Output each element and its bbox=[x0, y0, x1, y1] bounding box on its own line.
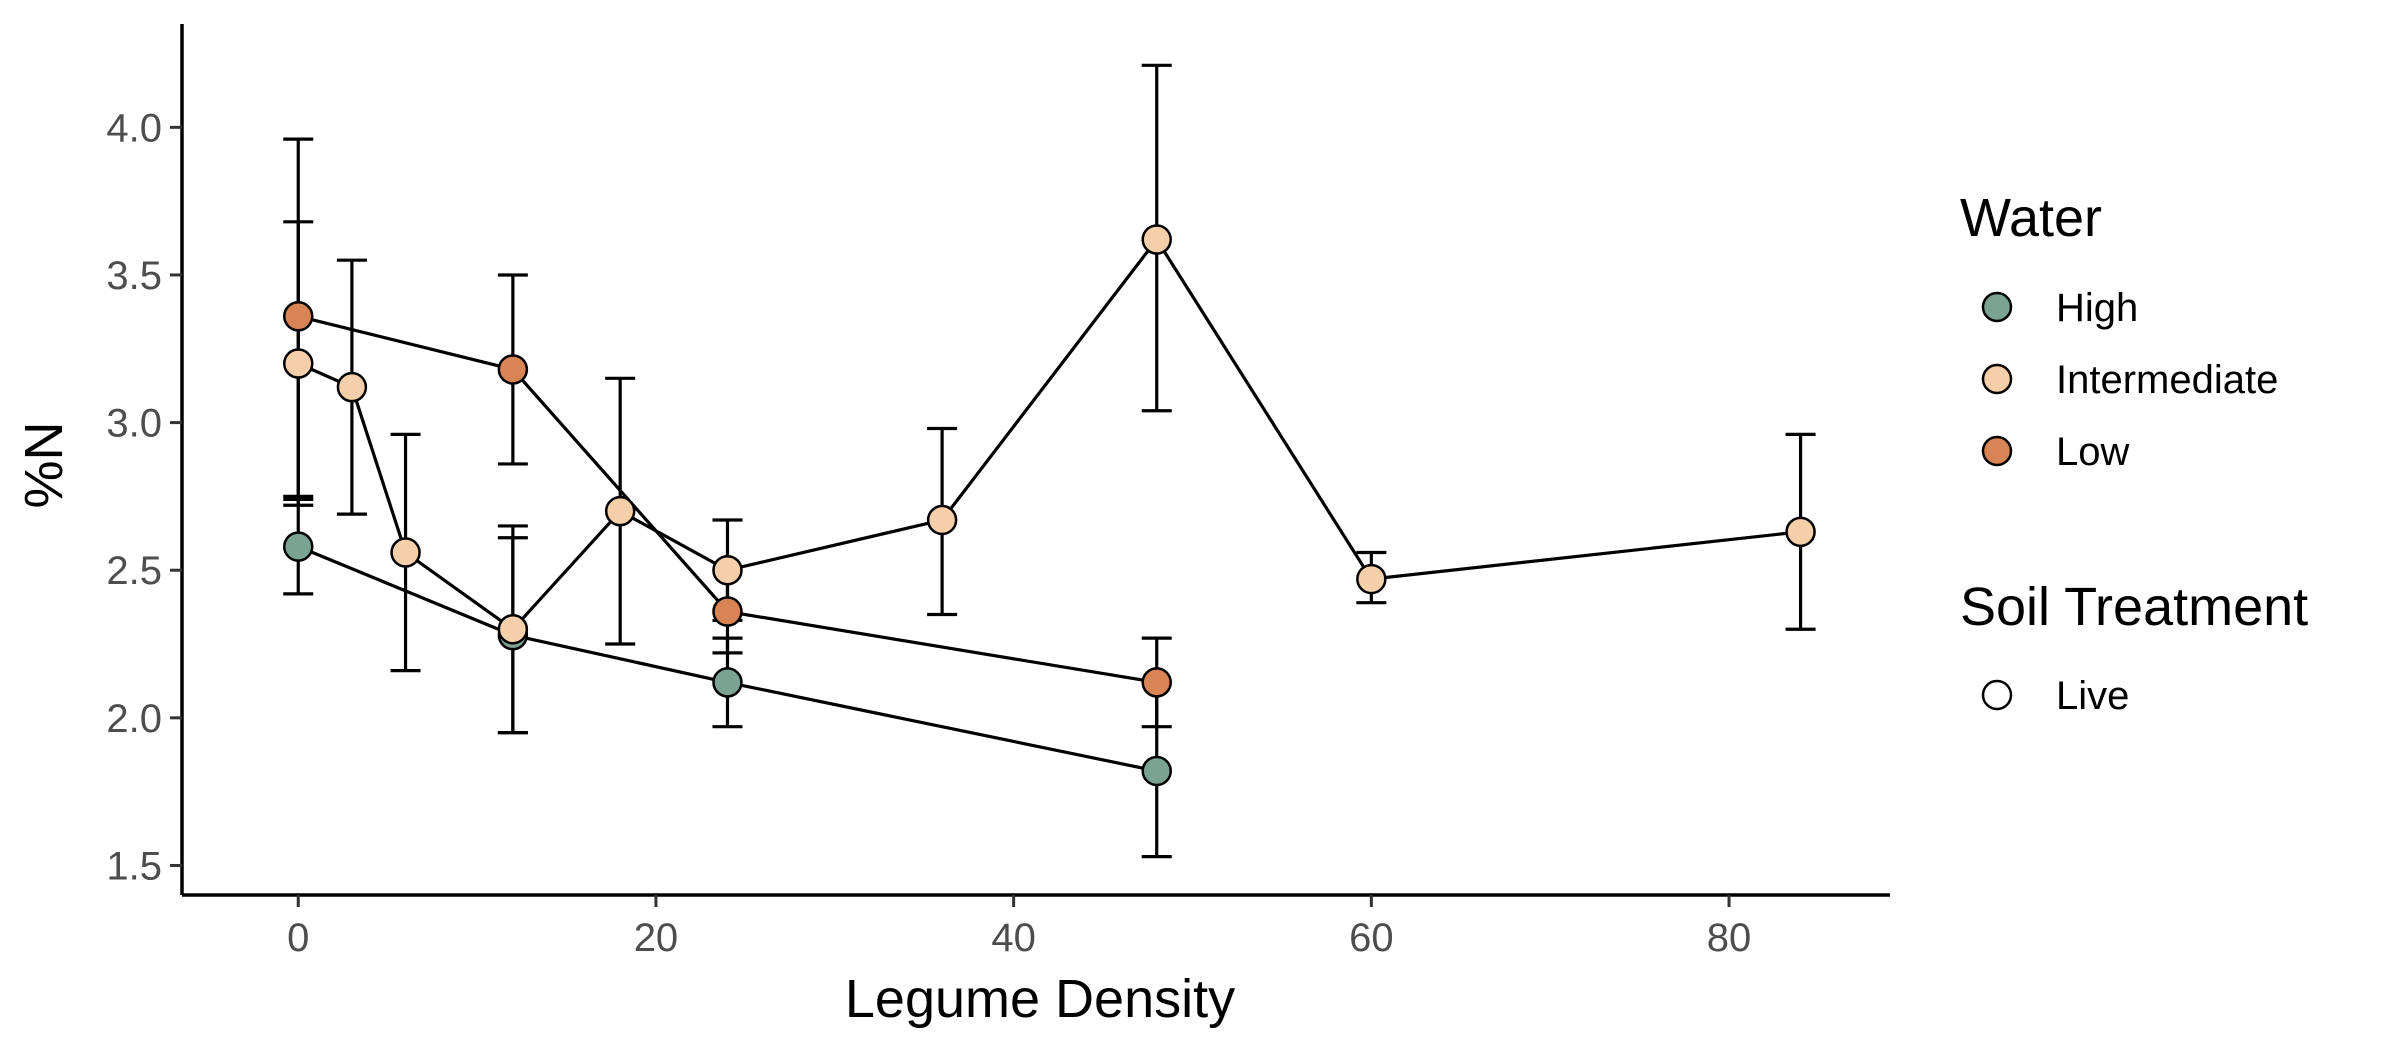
axes: 1.5 2.0 2.5 3.0 3.5 4.0 0 20 40 60 80 bbox=[106, 24, 1890, 960]
legend-title-soil-treatment: Soil Treatment bbox=[1960, 577, 2308, 637]
point-high-48 bbox=[1141, 755, 1172, 787]
x-tick-label-20: 20 bbox=[634, 916, 679, 960]
legend-label-low: Low bbox=[2056, 430, 2129, 474]
point-low-24 bbox=[712, 596, 743, 627]
point-high-24 bbox=[712, 667, 743, 698]
legend-key-live bbox=[1981, 679, 2013, 711]
legend-key-intermediate bbox=[1981, 363, 2013, 395]
point-intermediate-24 bbox=[712, 554, 743, 586]
point-low-48 bbox=[1141, 667, 1172, 698]
y-tick-label-2.5: 2.5 bbox=[106, 549, 162, 593]
point-intermediate-3 bbox=[336, 371, 368, 403]
x-axis-title: Legume Density bbox=[845, 969, 1235, 1029]
legend-label-intermediate: Intermediate bbox=[2056, 358, 2278, 402]
y-tick-label-4.0: 4.0 bbox=[106, 106, 162, 150]
error-bars bbox=[283, 63, 1816, 859]
y-tick-label-3.0: 3.0 bbox=[106, 402, 162, 446]
legend-key-high bbox=[1981, 291, 2013, 323]
plot-area bbox=[283, 63, 1816, 859]
y-axis-title: %N bbox=[14, 421, 74, 508]
legend-label-live: Live bbox=[2056, 674, 2129, 718]
legend-label-high: High bbox=[2056, 286, 2138, 330]
legend-key-low bbox=[1981, 435, 2013, 467]
y-tick-label-2.0: 2.0 bbox=[106, 697, 162, 741]
legend-title-water: Water bbox=[1960, 188, 2102, 248]
point-high-0 bbox=[283, 531, 314, 562]
point-low-12 bbox=[497, 354, 529, 385]
legend-soil-entries: Live bbox=[1981, 674, 2129, 718]
y-tick-label-3.5: 3.5 bbox=[106, 254, 162, 298]
point-intermediate-48 bbox=[1141, 224, 1172, 255]
series-line-intermediate bbox=[297, 236, 1801, 632]
x-tick-label-40: 40 bbox=[991, 916, 1036, 960]
point-intermediate-84 bbox=[1785, 516, 1816, 548]
point-intermediate-6 bbox=[390, 537, 421, 568]
x-tick-label-0: 0 bbox=[287, 916, 309, 960]
y-tick-label-1.5: 1.5 bbox=[106, 844, 162, 888]
point-low-0 bbox=[283, 301, 314, 332]
points bbox=[283, 224, 1816, 787]
series-lines bbox=[297, 236, 1801, 773]
point-intermediate-18 bbox=[604, 495, 636, 527]
x-tick-label-60: 60 bbox=[1349, 916, 1394, 960]
point-intermediate-12 bbox=[497, 614, 529, 645]
point-intermediate-36 bbox=[926, 504, 958, 536]
legend: Water High Intermediate Low Soil Treatment… bbox=[1960, 188, 2308, 718]
point-intermediate-60 bbox=[1356, 563, 1387, 595]
point-intermediate-0 bbox=[283, 348, 314, 379]
legend-water-entries: High Intermediate Low bbox=[1981, 286, 2278, 474]
x-tick-label-80: 80 bbox=[1707, 916, 1752, 960]
